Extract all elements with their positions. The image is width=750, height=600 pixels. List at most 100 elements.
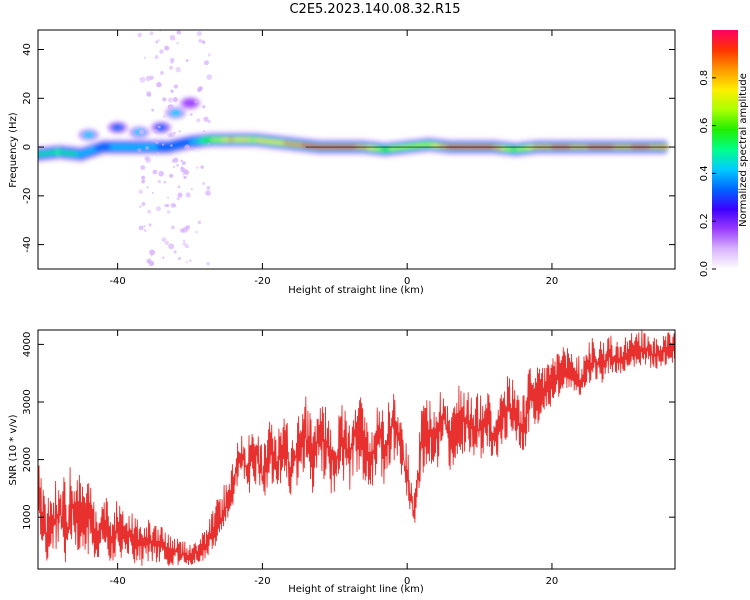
spectrogram-speckle — [137, 148, 142, 152]
spectrogram-speckle — [149, 31, 154, 36]
spectrogram-cell — [155, 124, 168, 132]
spectrogram-speckle — [170, 89, 174, 93]
snr-y-axis-label: SNR (10 * v/v) — [8, 414, 19, 485]
spectrogram-speckle — [158, 170, 164, 177]
spectrogram-y-axis-label: Frequency (Hz) — [8, 112, 19, 188]
spectrogram-speckle — [176, 42, 179, 45]
spectrogram-speckle — [189, 259, 192, 262]
spectrogram-speckle — [207, 142, 210, 145]
spectrogram-speckle — [200, 165, 204, 169]
spectrogram-speckle — [170, 202, 176, 208]
spectrogram-speckle — [147, 209, 152, 214]
spectrogram-cell — [169, 109, 182, 117]
spectrogram-y-tick-label: -40 — [22, 236, 33, 252]
spectrogram-speckle — [139, 205, 142, 208]
spectrogram-speckle — [196, 118, 201, 123]
spectrogram-speckle — [169, 34, 176, 41]
colorbar-ticks: 0.0 0.2 0.4 0.6 0.8 — [699, 70, 716, 277]
spectrogram-speckle — [151, 191, 154, 195]
spectrogram-speckle — [169, 65, 174, 70]
colorbar-tick-label: 0.2 — [699, 213, 710, 229]
colorbar-tick-label: 0.4 — [699, 165, 710, 181]
spectrogram-speckle — [175, 66, 181, 73]
spectrogram-speckle — [194, 100, 198, 104]
spectrogram-cell — [82, 131, 95, 139]
spectrogram-speckle — [149, 75, 154, 80]
snr-y-tick-label: 2000 — [22, 447, 33, 472]
spectrogram-plot-area — [38, 30, 675, 267]
spectrogram-speckle — [162, 97, 167, 102]
snr-y-tick-label: 3000 — [22, 389, 33, 414]
spectrogram-cell — [111, 124, 124, 132]
spectrogram-y-tick-label: -20 — [22, 188, 33, 204]
spectrogram-frame — [37, 29, 676, 270]
spectrogram-x-tick-label: -40 — [109, 276, 125, 287]
spectrogram-speckle — [143, 229, 147, 232]
spectrogram-speckle — [139, 129, 144, 135]
colorbar-tick-label: 0.0 — [699, 261, 710, 277]
spectrogram-speckle — [150, 254, 153, 257]
spectrogram-cell — [184, 99, 197, 107]
spectrogram-speckle — [183, 239, 186, 243]
spectrogram-speckle — [149, 249, 155, 256]
spectrogram-speckle — [206, 186, 211, 190]
spectrogram-speckle — [146, 186, 149, 189]
spectrogram-speckle — [205, 190, 211, 196]
spectrogram-speckle — [181, 161, 186, 166]
spectrogram-speckle — [198, 38, 202, 43]
snr-y-tick-label: 1000 — [22, 504, 33, 529]
spectrogram-speckle — [185, 59, 189, 62]
spectrogram-speckle — [206, 74, 213, 80]
spectrogram-speckle — [207, 53, 211, 57]
spectrogram-speckle — [140, 165, 146, 170]
spectrogram-speckle — [164, 45, 170, 51]
spectrogram-speckle — [168, 243, 175, 250]
spectrogram-speckle — [141, 175, 146, 180]
spectrogram-speckle — [166, 210, 171, 214]
spectrogram-speckle — [207, 119, 211, 124]
spectrogram-speckle — [177, 256, 182, 261]
colorbar-tick-label: 0.8 — [699, 70, 710, 86]
spectrogram-speckle — [160, 70, 164, 75]
spectrogram-speckle — [138, 189, 143, 194]
spectrogram-speckle — [206, 262, 210, 266]
spectrogram-speckle — [138, 225, 144, 231]
spectrogram-speckle — [141, 180, 145, 184]
spectrogram-speckle — [171, 159, 176, 163]
spectrogram-speckle — [164, 240, 169, 245]
spectrogram-speckle — [170, 59, 174, 64]
spectrogram-y-tick-label: 0 — [22, 144, 33, 150]
spectrogram-speckle — [162, 256, 165, 259]
spectrogram-speckle — [156, 81, 162, 88]
spectrogram-speckle — [172, 97, 178, 103]
spectrogram-x-tick-label: 20 — [546, 276, 559, 287]
spectrogram-speckle — [182, 242, 187, 246]
spectrogram-speckle — [197, 86, 203, 92]
spectrogram-speckle — [143, 225, 146, 228]
spectrogram-speckle — [159, 49, 164, 54]
snr-plot-area — [38, 330, 675, 566]
spectrogram-speckle — [184, 244, 189, 249]
spectrogram-y-tick-label: 40 — [22, 43, 33, 56]
spectrogram-speckle — [155, 206, 161, 212]
spectrogram-speckle — [201, 40, 206, 44]
figure-title: C2E5.2023.140.08.32.R15 — [289, 2, 461, 17]
spectrogram-speckle — [173, 84, 179, 89]
spectrogram-speckle — [167, 196, 170, 199]
spectrogram-speckle — [203, 60, 209, 66]
colorbar-label: Normalized spectral amplitude — [738, 73, 749, 227]
spectrogram-speckle — [177, 192, 183, 198]
spectrogram-speckle — [167, 97, 173, 103]
spectrogram-speckle — [145, 146, 149, 150]
spectrogram-speckle — [202, 129, 206, 133]
spectrogram-speckle — [176, 30, 182, 35]
spectrogram-x-tick-label: -20 — [254, 276, 270, 287]
spectrogram-speckle — [143, 56, 147, 60]
spectrogram-speckle — [196, 166, 199, 169]
spectrogram-speckle — [177, 185, 181, 189]
spectrogram-speckle — [170, 134, 173, 137]
spectrogram-speckle — [176, 164, 179, 167]
spectrogram-speckle — [172, 166, 175, 169]
spectrogram-speckle — [146, 92, 152, 97]
spectrogram-speckle — [195, 230, 198, 234]
